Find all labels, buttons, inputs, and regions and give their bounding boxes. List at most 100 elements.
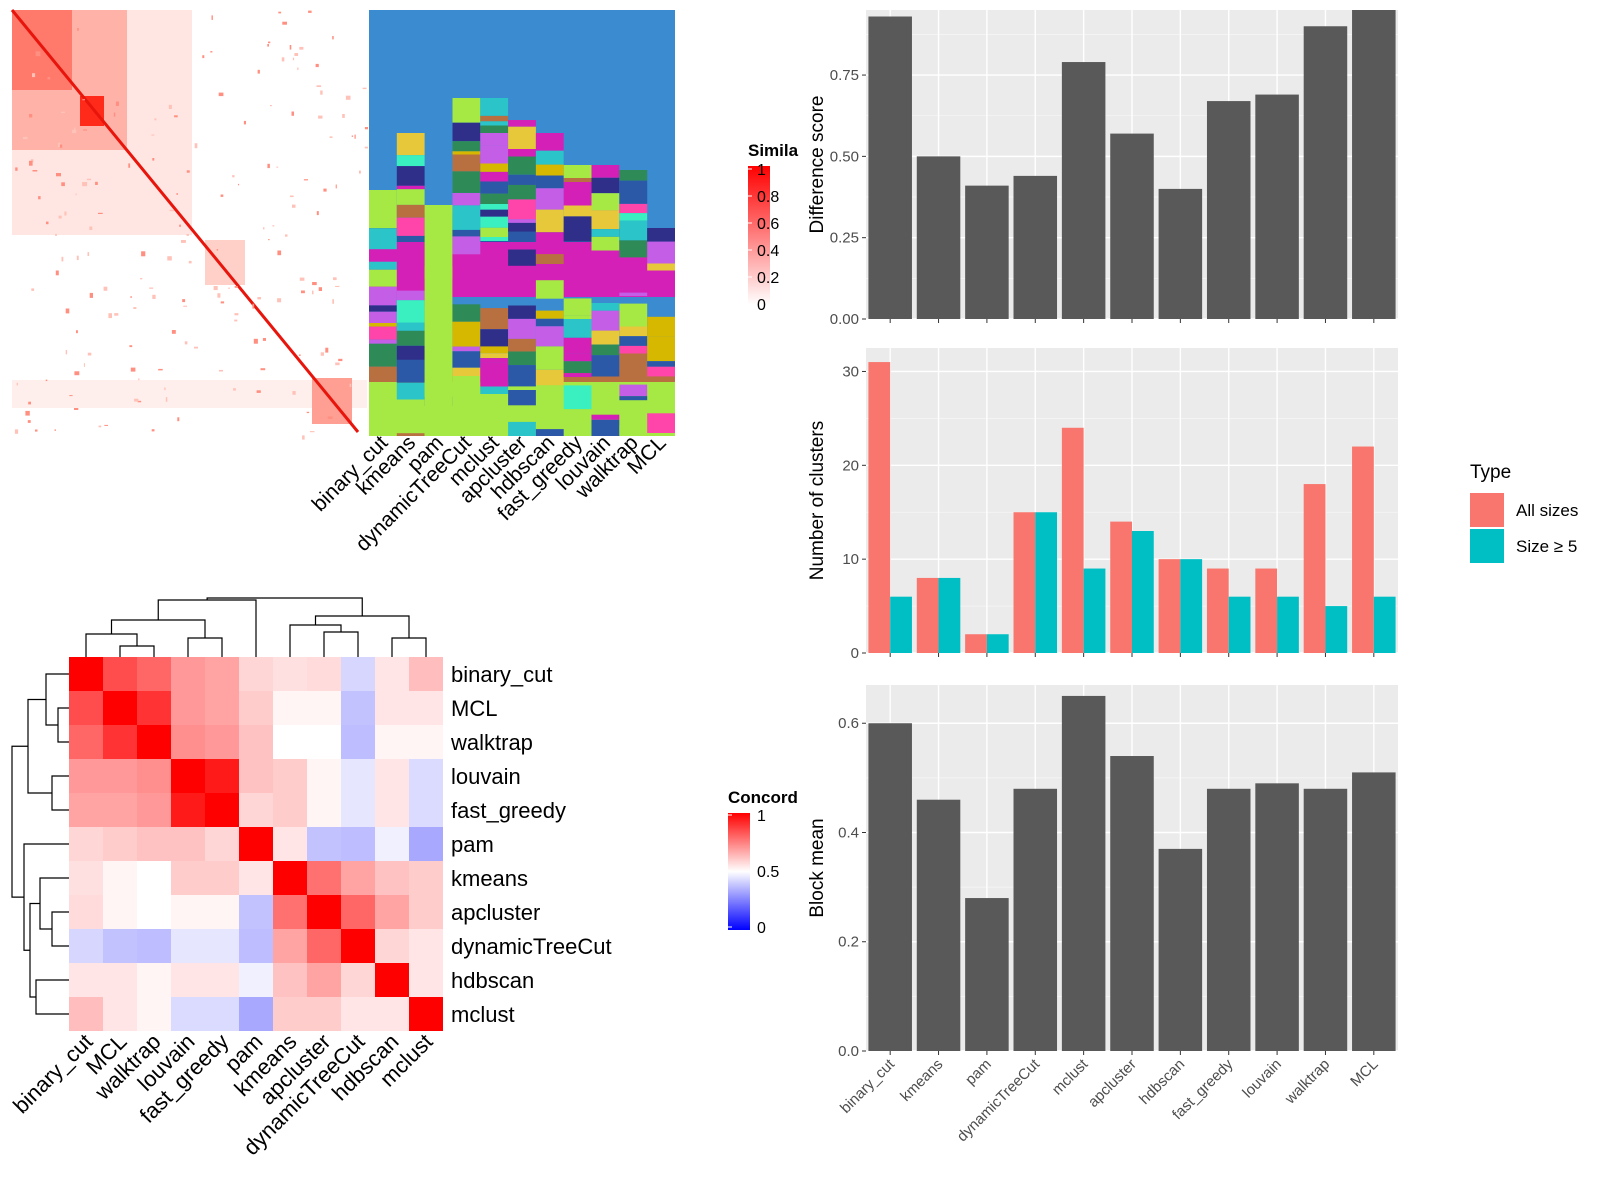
membership-cell	[591, 330, 620, 345]
concordance-cell	[69, 827, 103, 861]
concordance-legend-title: Concord	[728, 788, 798, 807]
concordance-cell	[375, 997, 409, 1031]
concordance-cell	[409, 657, 443, 691]
bar-size-ge-5	[1083, 568, 1106, 653]
similarity-speckle	[228, 287, 230, 289]
concordance-cell	[273, 895, 307, 929]
similarity-speckle	[364, 146, 369, 149]
similarity-speckle	[289, 195, 294, 198]
concordance-cell	[239, 861, 273, 895]
membership-cell	[452, 321, 481, 347]
similarity-speckle	[168, 104, 172, 109]
similarity-legend-title: Simila	[748, 141, 799, 160]
membership-cell	[480, 163, 509, 172]
similarity-speckle	[32, 73, 36, 78]
bar	[1255, 783, 1299, 1051]
bar-size-ge-5	[938, 577, 961, 653]
similarity-legend-tick-label: 0.4	[757, 243, 779, 260]
membership-cell	[508, 156, 536, 175]
membership-cell	[369, 205, 397, 229]
membership-cell	[535, 133, 564, 151]
membership-cell	[591, 210, 620, 230]
membership-cell	[452, 367, 481, 376]
similarity-speckle	[76, 255, 79, 261]
concordance-cell	[307, 929, 341, 963]
similarity-speckle	[154, 118, 157, 121]
similarity-speckle	[133, 307, 137, 309]
bar	[1206, 101, 1251, 319]
bar	[1061, 695, 1106, 1051]
type-legend: Type All sizes Size ≥ 5	[1470, 462, 1578, 563]
bar	[1061, 62, 1106, 319]
concordance-legend-bar	[728, 813, 750, 930]
concordance-cell	[239, 691, 273, 725]
membership-cell	[619, 303, 648, 327]
similarity-speckle	[186, 234, 189, 236]
concordance-cell	[375, 963, 409, 997]
similarity-speckle	[217, 293, 221, 298]
similarity-speckle	[130, 296, 132, 298]
bar	[868, 723, 912, 1051]
concordance-cell	[205, 929, 239, 963]
concordance-row-label: binary_cut	[451, 662, 553, 687]
concordance-cell	[273, 827, 307, 861]
concordance-cell	[375, 725, 409, 759]
concordance-cell	[375, 895, 409, 929]
similarity-speckle	[345, 95, 351, 100]
membership-cell	[480, 115, 509, 122]
similarity-speckle	[64, 211, 67, 216]
bar-all-sizes	[1110, 521, 1132, 653]
similarity-speckle	[303, 179, 308, 181]
membership-cell	[535, 232, 564, 255]
membership-cell	[508, 318, 536, 339]
column-dendrogram-link	[110, 619, 206, 638]
similarity-speckle	[267, 163, 270, 169]
bar	[1255, 94, 1299, 319]
concordance-cell	[307, 759, 341, 793]
concordance-cell	[273, 725, 307, 759]
similarity-speckle	[342, 114, 345, 118]
similarity-speckle	[164, 387, 166, 391]
similarity-speckle	[238, 183, 240, 186]
membership-cell	[508, 199, 536, 220]
membership-cell	[619, 292, 648, 297]
concordance-heatmap: binary_cut MCL walktrap louvain fast_greedyp…	[8, 657, 612, 1160]
membership-cell	[452, 193, 481, 206]
concordance-cell	[341, 793, 375, 827]
membership-cell	[480, 209, 509, 217]
bar	[1110, 756, 1154, 1051]
concordance-cell	[205, 691, 239, 725]
membership-cell	[535, 346, 564, 370]
similarity-speckle	[165, 397, 168, 402]
concordance-row-label: fast_greedy	[451, 798, 566, 823]
bar-all-sizes	[1206, 568, 1229, 653]
membership-cell	[619, 396, 648, 401]
membership-cell	[480, 358, 509, 363]
membership-cell	[535, 318, 564, 327]
similarity-speckle	[202, 55, 205, 59]
concordance-cell	[239, 929, 273, 963]
similarity-speckle	[45, 379, 48, 382]
membership-cell	[480, 204, 509, 210]
membership-cell	[480, 193, 509, 204]
membership-cell	[369, 326, 397, 340]
concordance-cell	[205, 895, 239, 929]
row-dendrogram-link	[39, 877, 69, 930]
x-tick-label: MCL	[1347, 1056, 1381, 1090]
concordance-cell	[375, 929, 409, 963]
membership-cell	[396, 322, 425, 331]
membership-cell	[619, 180, 648, 204]
similarity-speckle	[151, 134, 155, 136]
similarity-speckle	[220, 301, 225, 304]
concordance-cell	[273, 657, 307, 691]
similarity-speckle	[35, 51, 41, 57]
similarity-speckle	[277, 298, 282, 303]
similarity-speckle	[152, 294, 156, 299]
similarity-speckle	[15, 167, 18, 171]
x-tick-label: kmeans	[897, 1056, 946, 1105]
bar	[916, 799, 961, 1051]
concordance-cell	[137, 895, 171, 929]
similarity-speckle	[335, 285, 340, 287]
y-tick-label: 0	[851, 645, 859, 662]
membership-cell	[508, 305, 536, 319]
